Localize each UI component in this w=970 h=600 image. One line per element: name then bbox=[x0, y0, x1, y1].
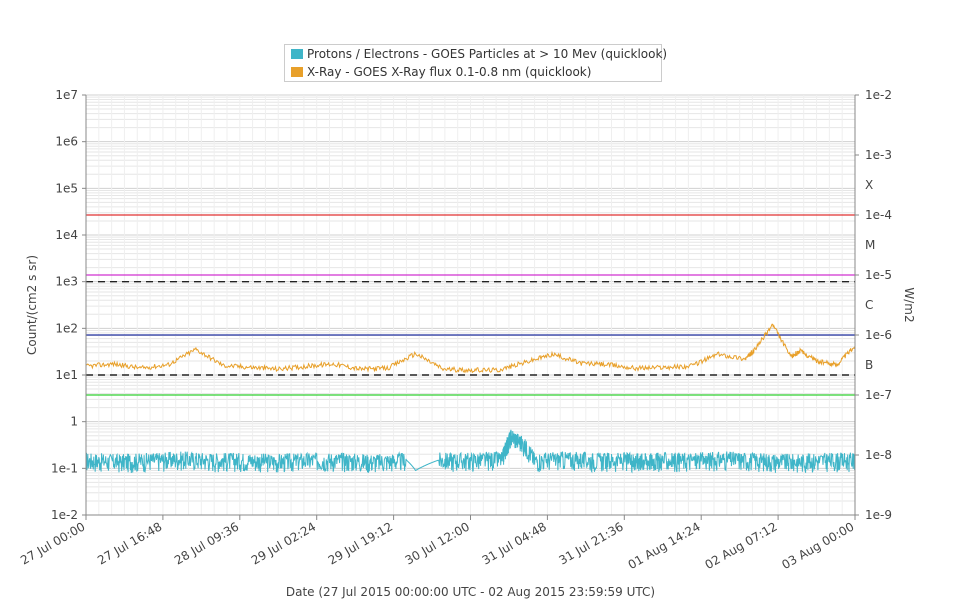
legend-label-protons: Protons / Electrons - GOES Particles at … bbox=[307, 47, 668, 61]
y-left-tick-label: 1e7 bbox=[55, 88, 78, 102]
legend-item-xray[interactable]: X-Ray - GOES X-Ray flux 0.1-0.8 nm (quic… bbox=[291, 65, 592, 79]
threshold-lines bbox=[86, 214, 855, 396]
y-left-tick-label: 1e3 bbox=[55, 275, 78, 289]
y-left-tick-label: 1e5 bbox=[55, 181, 78, 195]
y-left-tick-label: 1e-2 bbox=[51, 508, 78, 522]
x-tick-label: 29 Jul 02:24 bbox=[249, 519, 318, 567]
y-right-tick-label: 1e-7 bbox=[865, 388, 892, 402]
flare-class-label: X bbox=[865, 178, 873, 192]
series-line-xray bbox=[85, 323, 856, 374]
x-tick-label: 30 Jul 12:00 bbox=[403, 519, 472, 567]
x-tick-label: 31 Jul 04:48 bbox=[480, 519, 549, 567]
x-axis-title: Date (27 Jul 2015 00:00:00 UTC - 02 Aug … bbox=[286, 585, 655, 599]
x-tick-label: 01 Aug 14:24 bbox=[626, 519, 703, 572]
x-tick-label: 03 Aug 00:00 bbox=[779, 519, 856, 572]
legend-item-protons[interactable]: Protons / Electrons - GOES Particles at … bbox=[291, 47, 667, 61]
legend: Protons / Electrons - GOES Particles at … bbox=[284, 44, 667, 82]
x-tick-label: 02 Aug 07:12 bbox=[703, 519, 780, 572]
flare-class-label: B bbox=[865, 358, 873, 372]
y-right-tick-label: 1e-5 bbox=[865, 268, 892, 282]
data-series bbox=[85, 323, 856, 474]
y-left-tick-label: 1e4 bbox=[55, 228, 78, 242]
y-right-tick-label: 1e-8 bbox=[865, 448, 892, 462]
legend-swatch-xray bbox=[291, 67, 303, 77]
legend-swatch-protons bbox=[291, 49, 303, 59]
y-right-tick-label: 1e-6 bbox=[865, 328, 892, 342]
y-right-tick-label: 1e-4 bbox=[865, 208, 892, 222]
x-tick-label: 27 Jul 00:00 bbox=[18, 519, 87, 567]
y-left-tick-label: 1e-1 bbox=[51, 461, 78, 475]
y-left-tick-label: 1e2 bbox=[55, 321, 78, 335]
gridlines bbox=[86, 94, 855, 516]
x-tick-label: 28 Jul 09:36 bbox=[172, 519, 241, 567]
legend-label-xray: X-Ray - GOES X-Ray flux 0.1-0.8 nm (quic… bbox=[307, 65, 592, 79]
axes bbox=[82, 94, 859, 520]
flare-class-label: C bbox=[865, 298, 873, 312]
y-left-tick-label: 1 bbox=[70, 415, 78, 429]
y-right-tick-label: 1e-3 bbox=[865, 148, 892, 162]
x-tick-label: 27 Jul 16:48 bbox=[95, 519, 164, 567]
y-axis-title-right: W/m2 bbox=[902, 287, 916, 322]
series-line-protons bbox=[85, 429, 856, 474]
y-axis-title-left: Count/(cm2 s sr) bbox=[25, 255, 39, 355]
y-right-tick-label: 1e-2 bbox=[865, 88, 892, 102]
y-left-tick-label: 1e1 bbox=[55, 368, 78, 382]
y-right-tick-label: 1e-9 bbox=[865, 508, 892, 522]
y-left-tick-label: 1e6 bbox=[55, 135, 78, 149]
x-tick-label: 31 Jul 21:36 bbox=[556, 519, 625, 567]
flare-class-label: M bbox=[865, 238, 875, 252]
x-tick-label: 29 Jul 19:12 bbox=[326, 519, 395, 567]
